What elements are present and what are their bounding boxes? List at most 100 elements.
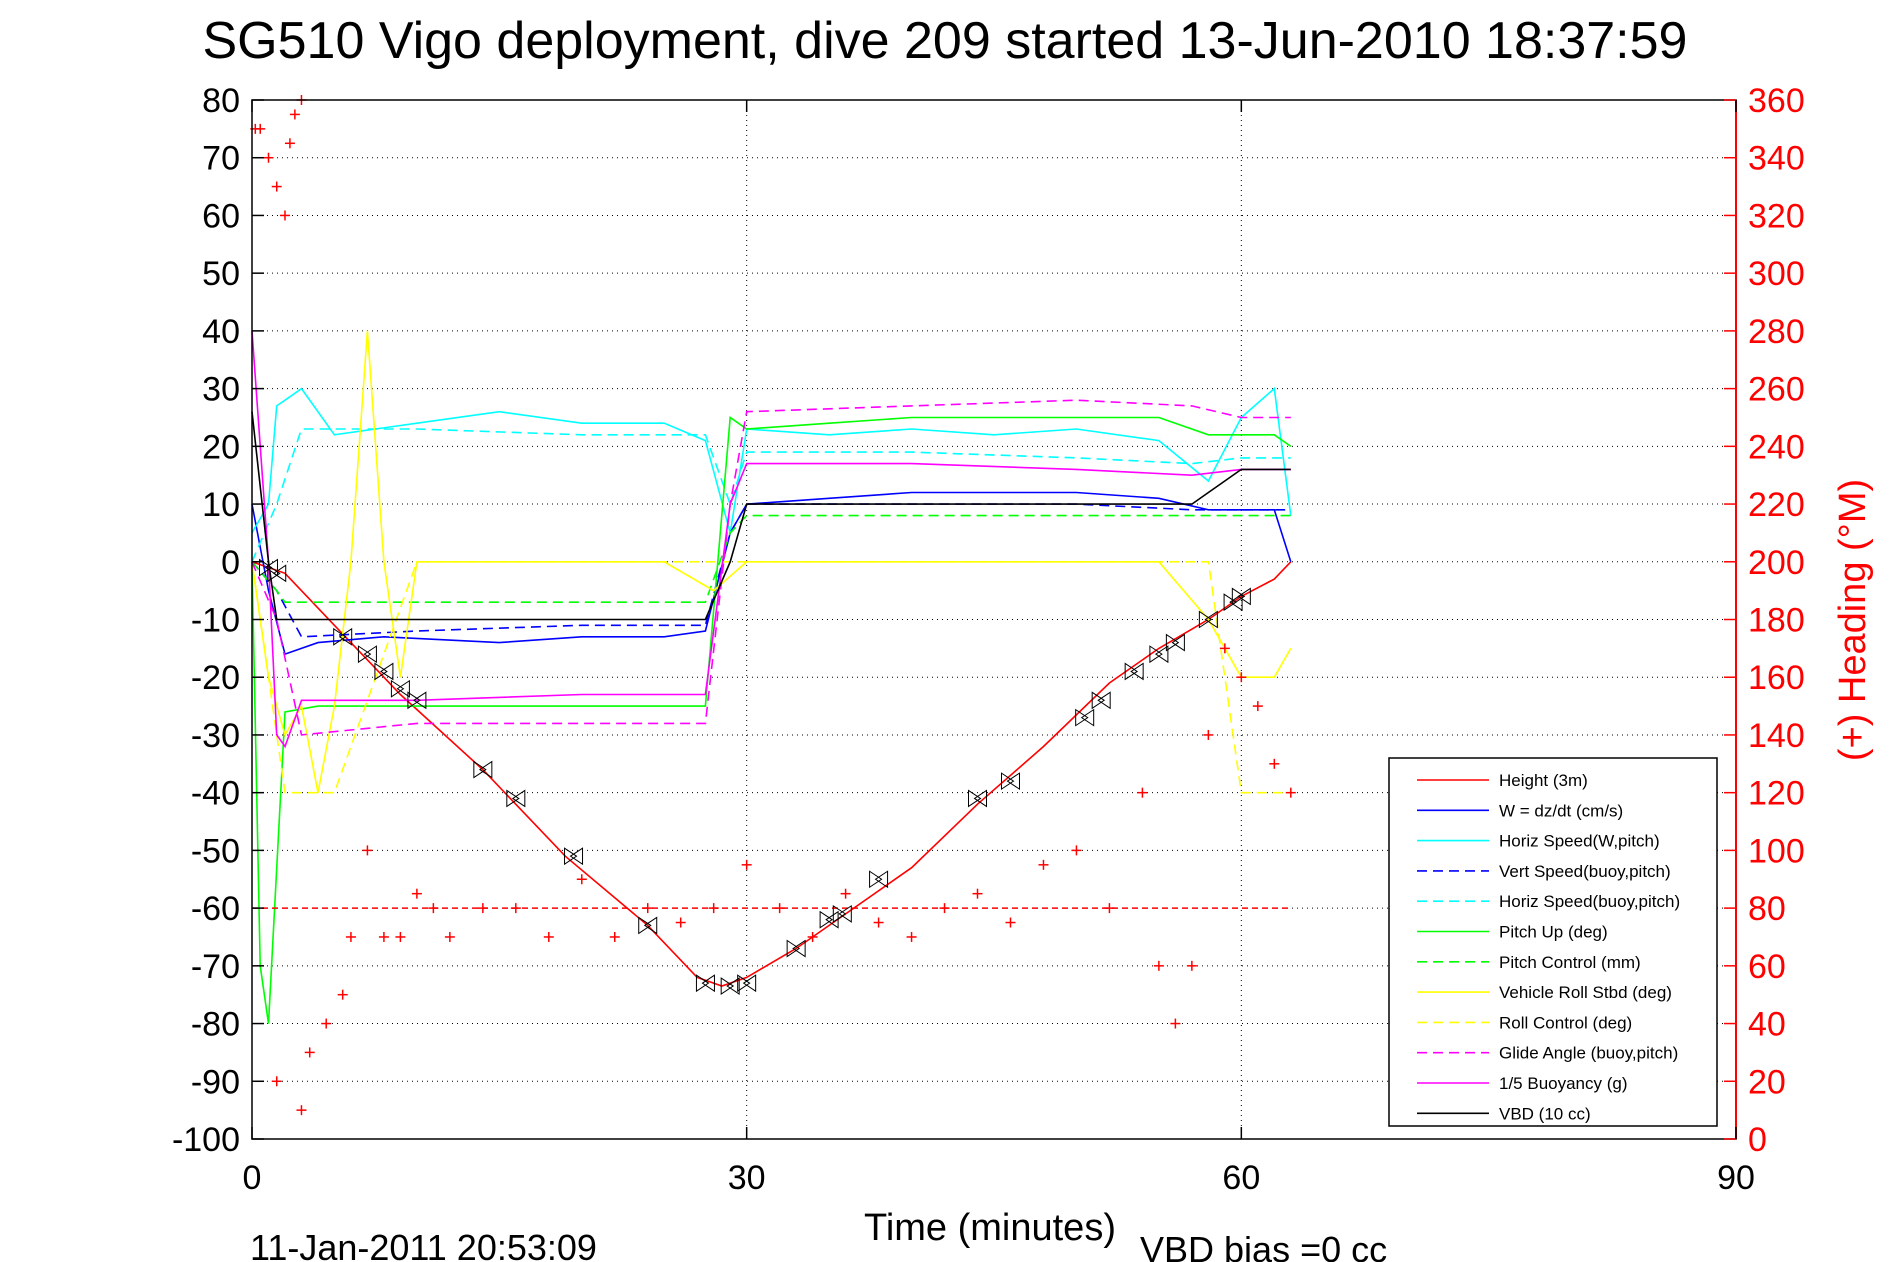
chart-title: SG510 Vigo deployment, dive 209 started … [203, 12, 1688, 70]
legend-box [1388, 757, 1718, 1127]
heading-point [1269, 758, 1280, 769]
right-tick-label: 20 [1748, 1063, 1786, 1101]
legend-entry-label: Horiz Speed(W,pitch) [1499, 832, 1660, 851]
heading-point [321, 1018, 332, 1029]
triangle-marker [564, 847, 584, 866]
triangle-marker [1165, 633, 1185, 652]
heading-point [271, 181, 282, 192]
left-tick-label: -80 [191, 1006, 240, 1044]
right-tick-label: 60 [1748, 948, 1786, 986]
heading-point [289, 109, 300, 120]
triangle-marker [357, 645, 377, 664]
left-tick-label: 10 [202, 486, 240, 524]
triangle-marker [832, 904, 852, 923]
x-tick-label: 30 [728, 1159, 766, 1197]
series-layer [251, 330, 1292, 1024]
right-tick-label: 360 [1748, 82, 1805, 120]
series-horiz-speed-buoy-pitch [251, 428, 1291, 563]
x-axis: 0 30 60 90 [243, 100, 1755, 1197]
heading-point [708, 903, 719, 914]
left-tick-label: 40 [202, 313, 240, 351]
right-tick-label: 160 [1748, 659, 1805, 697]
heading-point [255, 123, 266, 134]
heading-point [362, 845, 373, 856]
heading-point [296, 1105, 307, 1116]
left-tick-label: -30 [191, 717, 240, 755]
triangle-marker [638, 916, 658, 935]
heading-point [1219, 643, 1230, 654]
x-tick-label: 60 [1222, 1159, 1260, 1197]
triangle-marker [695, 974, 715, 993]
heading-point [378, 931, 389, 942]
right-tick-label: 40 [1748, 1006, 1786, 1044]
right-tick-label: 140 [1748, 717, 1805, 755]
heading-point [477, 903, 488, 914]
heading-point [345, 931, 356, 942]
legend-entry-label: Height (3m) [1499, 771, 1588, 790]
heading-point [1137, 787, 1148, 798]
heading-point [1252, 701, 1263, 712]
heading-point [279, 210, 290, 221]
marker-layer [258, 558, 1251, 995]
legend-entry-label: Glide Angle (buoy,pitch) [1499, 1044, 1678, 1063]
heading-point [1236, 672, 1247, 683]
series-roll-control-deg [251, 560, 1291, 794]
heading-point [873, 917, 884, 928]
heading-point [1186, 960, 1197, 971]
vbd-bias-label: VBD bias =0 cc [1140, 1229, 1387, 1262]
left-tick-label: 0 [221, 544, 240, 582]
heading-point [1153, 960, 1164, 971]
left-tick-label: -50 [191, 832, 240, 870]
left-tick-label: 70 [202, 140, 240, 178]
right-tick-label: 280 [1748, 313, 1805, 351]
legend-entry-label: Vert Speed(buoy,pitch) [1499, 862, 1671, 881]
left-tick-label: 50 [202, 255, 240, 293]
series-1-5-buoyancy-g [251, 330, 1291, 749]
heading-point [576, 874, 587, 885]
right-tick-label: 100 [1748, 832, 1805, 870]
series-vert-speed-buoy-pitch [251, 503, 1291, 638]
legend-entry-label: W = dz/dt (cm/s) [1499, 801, 1623, 820]
heading-point [642, 903, 653, 914]
x-tick-label: 0 [243, 1159, 262, 1197]
heading-point [1170, 1018, 1181, 1029]
series-pitch-up-deg [251, 416, 1292, 1024]
triangle-marker [374, 662, 394, 681]
left-tick-label: 80 [202, 82, 240, 120]
triangle-marker [1223, 593, 1243, 612]
right-axis-label: (+) Heading (°M) [1832, 479, 1874, 761]
heading-point [271, 1076, 282, 1087]
left-tick-label: -100 [172, 1121, 240, 1159]
heading-point [675, 917, 686, 928]
heading-point [906, 931, 917, 942]
left-tick-label: -60 [191, 890, 240, 928]
left-tick-label: -20 [191, 659, 240, 697]
right-y-axis: 3603403203002802602402202001801601401201… [1724, 82, 1805, 1159]
heading-point [543, 931, 554, 942]
heading-point [411, 888, 422, 899]
triangle-marker [1075, 708, 1095, 727]
triangle-marker [819, 910, 839, 929]
right-tick-label: 220 [1748, 486, 1805, 524]
heading-point [972, 888, 983, 899]
heading-point [1203, 729, 1214, 740]
right-tick-label: 260 [1748, 371, 1805, 409]
heading-point [939, 903, 950, 914]
triangle-marker [720, 977, 740, 995]
series-vbd-10-cc [251, 411, 1291, 621]
triangle-marker [407, 691, 427, 710]
triangle-marker [1149, 645, 1169, 664]
heading-point [1071, 845, 1082, 856]
triangle-marker [737, 974, 757, 993]
left-tick-label: -70 [191, 948, 240, 986]
heading-point [395, 931, 406, 942]
heading-point [741, 859, 752, 870]
heading-point [337, 989, 348, 1000]
series-horiz-speed-w-pitch [251, 387, 1292, 534]
left-tick-label: -90 [191, 1063, 240, 1101]
triangle-marker [869, 870, 889, 889]
triangle-marker [258, 558, 278, 577]
right-tick-label: 340 [1748, 140, 1805, 178]
triangle-marker [333, 627, 353, 646]
